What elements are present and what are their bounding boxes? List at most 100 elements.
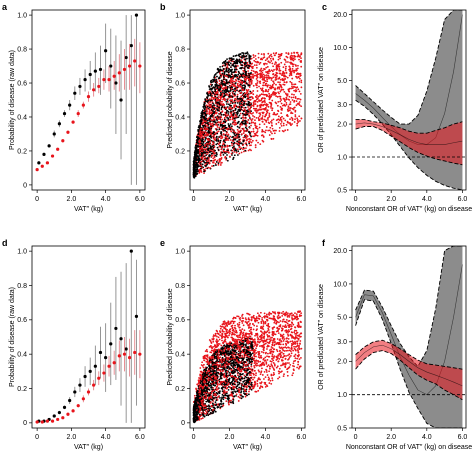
cloud-point xyxy=(232,58,235,60)
cloud-point xyxy=(219,115,222,118)
cloud-point xyxy=(299,72,302,75)
cloud-point xyxy=(208,138,210,141)
cloud-point xyxy=(254,124,257,127)
cloud-point xyxy=(248,57,251,60)
cloud-point xyxy=(241,354,243,357)
cloud-point xyxy=(299,92,302,95)
cloud-point xyxy=(242,132,245,134)
cloud-point xyxy=(211,105,213,107)
data-point xyxy=(45,419,50,423)
cloud-point xyxy=(226,150,229,153)
cloud-point xyxy=(253,317,256,320)
cloud-point xyxy=(206,96,208,99)
data-point xyxy=(78,84,82,89)
cloud-point xyxy=(272,129,275,132)
grey-upper-bound xyxy=(355,10,463,125)
cloud-point xyxy=(274,74,276,77)
cloud-point xyxy=(215,138,218,141)
cloud-point xyxy=(235,85,237,88)
cloud-point xyxy=(284,92,287,95)
cloud-point xyxy=(285,340,288,343)
cloud-point xyxy=(200,118,203,121)
cloud-point xyxy=(248,84,251,87)
cloud-point xyxy=(222,133,225,136)
data-point xyxy=(98,350,103,355)
cloud-point xyxy=(227,145,230,147)
cloud-point xyxy=(203,120,206,123)
cloud-point xyxy=(221,146,224,149)
cloud-point xyxy=(297,120,299,123)
cloud-point xyxy=(262,84,264,87)
cloud-point xyxy=(290,312,293,315)
cloud-point xyxy=(206,350,209,353)
cloud-point xyxy=(218,102,221,105)
cloud-point xyxy=(248,313,251,316)
cloud-point xyxy=(275,92,278,95)
cloud-point xyxy=(244,133,247,136)
cloud-point xyxy=(239,62,242,64)
cloud-point xyxy=(260,93,263,96)
cloud-point xyxy=(265,104,268,107)
cloud-point xyxy=(227,148,229,151)
cloud-point xyxy=(198,152,201,155)
cloud-point xyxy=(294,353,297,356)
x-tick-label: 4.0 xyxy=(261,196,271,203)
cloud-point xyxy=(212,86,215,89)
cloud-point xyxy=(236,125,239,128)
cloud-point xyxy=(201,163,204,166)
cloud-point xyxy=(254,109,257,112)
cloud-point xyxy=(230,104,233,107)
cloud-point xyxy=(277,115,280,118)
cloud-point xyxy=(233,68,236,71)
cloud-point xyxy=(226,61,229,64)
cloud-point xyxy=(208,101,211,103)
data-point xyxy=(76,111,80,116)
cloud-point xyxy=(270,53,273,56)
cloud-point xyxy=(298,73,300,76)
cloud-point xyxy=(216,109,219,112)
cloud-point xyxy=(240,86,243,89)
cloud-point xyxy=(231,336,234,339)
cloud-point xyxy=(216,75,218,78)
cloud-point xyxy=(280,89,283,92)
cloud-point xyxy=(220,132,223,134)
cloud-point xyxy=(296,357,299,360)
cloud-point xyxy=(238,60,241,62)
cloud-point xyxy=(241,112,244,115)
cloud-point xyxy=(296,55,299,58)
cloud-point xyxy=(251,104,253,107)
cloud-point xyxy=(252,93,255,96)
cloud-point xyxy=(272,113,275,116)
data-point xyxy=(104,49,108,53)
cloud-point xyxy=(296,118,299,121)
cloud-point xyxy=(265,62,268,65)
cloud-point xyxy=(257,56,260,59)
cloud-point xyxy=(282,352,285,355)
cloud-point xyxy=(210,106,213,109)
cloud-point xyxy=(282,66,285,69)
cloud-point xyxy=(279,324,282,326)
cloud-point xyxy=(295,336,298,339)
cloud-point xyxy=(236,374,239,377)
cloud-point xyxy=(237,395,240,398)
cloud-point xyxy=(260,53,263,56)
cloud-point xyxy=(271,109,274,112)
cloud-point xyxy=(211,108,214,111)
cloud-point xyxy=(267,88,270,91)
cloud-point xyxy=(261,74,263,77)
cloud-point xyxy=(206,119,209,122)
cloud-point xyxy=(238,131,241,134)
cloud-point xyxy=(231,146,234,149)
cloud-point xyxy=(248,65,251,68)
cloud-point xyxy=(194,168,197,171)
cloud-point xyxy=(270,312,273,315)
cloud-point xyxy=(247,320,250,323)
cloud-point xyxy=(255,139,258,142)
cloud-point xyxy=(211,99,213,102)
cloud-point xyxy=(252,73,254,76)
cloud-point xyxy=(259,75,262,77)
cloud-point xyxy=(203,108,206,111)
cloud-point xyxy=(231,327,234,330)
cloud-point xyxy=(244,317,247,320)
cloud-point xyxy=(246,51,249,54)
